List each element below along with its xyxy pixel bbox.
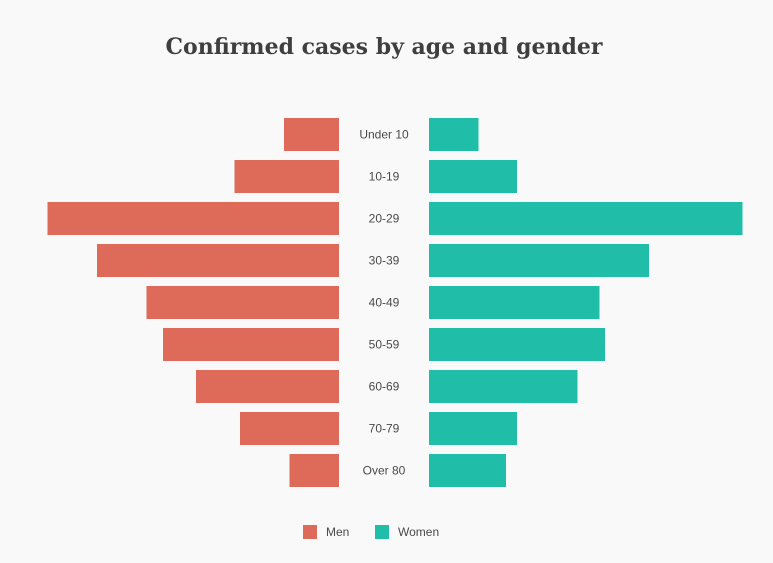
bar-men-50-59 <box>163 328 339 361</box>
bar-women-50-59 <box>429 328 605 361</box>
legend: Men Women <box>303 525 439 539</box>
bar-men-20-29 <box>47 202 339 235</box>
category-label-under-10: Under 10 <box>359 128 409 142</box>
category-label-60-69: 60-69 <box>369 380 400 394</box>
bar-men-over-80 <box>289 454 339 487</box>
bars-group <box>47 118 743 487</box>
bar-women-30-39 <box>429 244 649 277</box>
bar-women-20-29 <box>429 202 743 235</box>
legend-swatch-men <box>303 525 317 539</box>
category-label-10-19: 10-19 <box>369 170 400 184</box>
chart-title: Confirmed cases by age and gender <box>166 34 603 60</box>
bar-women-60-69 <box>429 370 578 403</box>
category-label-70-79: 70-79 <box>369 422 400 436</box>
bar-women-under-10 <box>429 118 479 151</box>
category-labels: Under 10 10-19 20-29 30-39 40-49 50-59 60-69 70… <box>359 128 409 478</box>
bar-men-70-79 <box>240 412 339 445</box>
bar-women-40-49 <box>429 286 600 319</box>
bar-men-40-49 <box>146 286 339 319</box>
category-label-30-39: 30-39 <box>369 254 400 268</box>
bar-men-10-19 <box>234 160 339 193</box>
category-label-40-49: 40-49 <box>369 296 400 310</box>
category-label-over-80: Over 80 <box>363 464 406 478</box>
category-label-50-59: 50-59 <box>369 338 400 352</box>
bar-women-10-19 <box>429 160 517 193</box>
bar-men-30-39 <box>97 244 339 277</box>
bar-men-60-69 <box>196 370 339 403</box>
legend-label-women: Women <box>398 525 439 539</box>
category-label-20-29: 20-29 <box>369 212 400 226</box>
legend-label-men: Men <box>326 525 349 539</box>
bar-women-70-79 <box>429 412 517 445</box>
bar-women-over-80 <box>429 454 506 487</box>
bar-men-under-10 <box>284 118 339 151</box>
legend-swatch-women <box>375 525 389 539</box>
